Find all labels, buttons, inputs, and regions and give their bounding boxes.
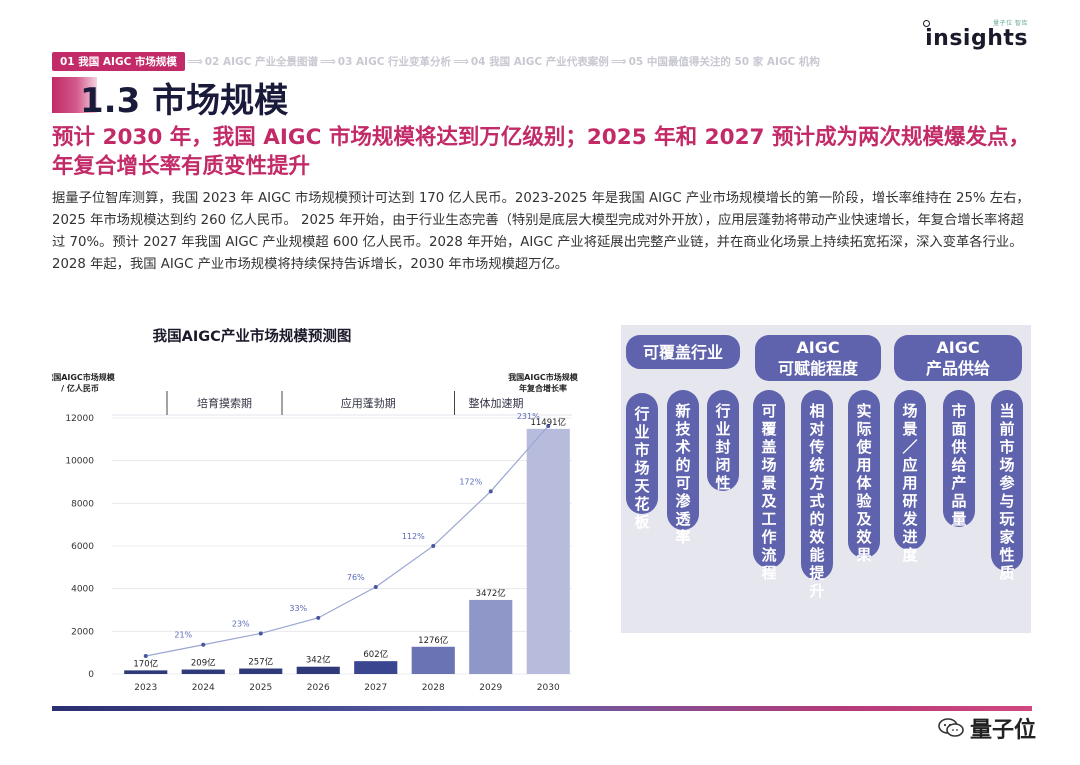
bar bbox=[239, 668, 283, 674]
y-tick-label: 0 bbox=[88, 670, 94, 680]
bar-value-label: 342亿 bbox=[306, 655, 331, 666]
bar-value-label: 257亿 bbox=[248, 657, 273, 668]
bar bbox=[354, 661, 398, 674]
logo-dot-icon bbox=[923, 20, 931, 27]
arrow-right-icon: ⟹ bbox=[453, 55, 469, 68]
panel-head-supply: AIGC 产品供给 bbox=[894, 335, 1022, 381]
phase-label: 应用蓬勃期 bbox=[341, 396, 396, 410]
factor-item: 场景／应用研发进度 bbox=[894, 390, 926, 564]
wechat-icon bbox=[938, 718, 964, 737]
factor-item: 当前市场参与玩家性质 bbox=[991, 390, 1023, 582]
growth-rate-label: 23% bbox=[232, 619, 250, 628]
bar-value-label: 11491亿 bbox=[530, 417, 566, 428]
panel-head-industry: 可覆盖行业 bbox=[626, 335, 740, 369]
y-tick-label: 4000 bbox=[71, 585, 94, 595]
x-tick-label: 2024 bbox=[192, 683, 215, 693]
bar-value-label: 170亿 bbox=[133, 658, 158, 669]
growth-rate-label: 76% bbox=[347, 573, 365, 582]
growth-rate-label: 112% bbox=[402, 532, 425, 541]
bar-value-label: 3472亿 bbox=[476, 588, 506, 599]
growth-rate-label: 33% bbox=[289, 604, 307, 613]
y-tick-label: 10000 bbox=[65, 457, 94, 467]
title-accent-bar bbox=[52, 77, 97, 113]
panel-head-label: 产品供给 bbox=[925, 359, 990, 378]
bar-value-label: 209亿 bbox=[191, 658, 216, 669]
growth-point bbox=[488, 489, 493, 494]
market-size-chart: 我国AIGC产业市场规模预测图 我国AIGC市场规模 / 亿人民币 我国AIGC… bbox=[45, 320, 612, 705]
bar-value-label: 1276亿 bbox=[418, 635, 448, 646]
factor-item: 行业市场天花板 bbox=[626, 393, 658, 531]
y-tick-label: 2000 bbox=[71, 627, 94, 637]
x-tick-label: 2029 bbox=[479, 683, 502, 693]
growth-point bbox=[546, 424, 551, 428]
chart-svg: 我国AIGC产业市场规模预测图 我国AIGC市场规模 / 亿人民币 我国AIGC… bbox=[45, 327, 579, 693]
growth-point bbox=[316, 615, 321, 620]
x-tick-label: 2026 bbox=[307, 683, 330, 693]
bar bbox=[124, 670, 168, 674]
footer-brand: 量子位 bbox=[938, 712, 1036, 744]
factor-panel: 可覆盖行业 AIGC 可赋能程度 AIGC 产品供给 行业市场天花板 新技术的可… bbox=[621, 325, 1031, 633]
bar bbox=[469, 599, 513, 674]
page-title: 1.3 市场规模 bbox=[80, 81, 289, 121]
growth-point bbox=[143, 654, 148, 658]
y-axis-label-unit: / 亿人民币 bbox=[61, 383, 99, 393]
arrow-right-icon: ⟹ bbox=[186, 55, 203, 68]
logo-text: insights bbox=[923, 20, 1028, 51]
growth-point bbox=[373, 584, 378, 589]
x-tick-label: 2025 bbox=[249, 683, 272, 693]
arrow-right-icon: ⟹ bbox=[610, 55, 627, 68]
growth-point bbox=[431, 543, 436, 548]
breadcrumb: 01 我国 AIGC 市场规模 ⟹ 02 AIGC 产业全景图谱 ⟹ 03 AI… bbox=[52, 52, 820, 71]
x-tick-label: 2030 bbox=[537, 683, 560, 693]
breadcrumb-item[interactable]: 02 AIGC 产业全景图谱 bbox=[204, 56, 318, 68]
panel-head-label: AIGC bbox=[796, 338, 840, 357]
x-tick-label: 2028 bbox=[422, 683, 445, 693]
breadcrumb-item[interactable]: 03 AIGC 行业变革分析 bbox=[337, 56, 452, 68]
y-tick-label: 6000 bbox=[71, 542, 94, 552]
growth-rate-label: 172% bbox=[459, 477, 482, 486]
bar bbox=[181, 669, 225, 674]
bar bbox=[411, 646, 455, 674]
phase-label: 培育摸索期 bbox=[197, 396, 252, 410]
section-title: 1.3 市场规模 bbox=[52, 73, 312, 121]
growth-line bbox=[145, 425, 549, 657]
footer-brand-text: 量子位 bbox=[969, 718, 1036, 743]
factor-item: 市面供给产品量 bbox=[943, 390, 975, 528]
body-paragraph: 据量子位智库测算，我国 2023 年 AIGC 市场规模预计可达到 170 亿人… bbox=[52, 191, 1030, 272]
bar-value-label: 602亿 bbox=[363, 649, 388, 660]
growth-rate-label: 231% bbox=[517, 412, 540, 421]
breadcrumb-item[interactable]: 05 中国最值得关注的 50 家 AIGC 机构 bbox=[628, 56, 820, 68]
logo-word: insights bbox=[925, 26, 1028, 51]
factor-item: 行业封闭性 bbox=[707, 390, 739, 492]
headline: 预计 2030 年，我国 AIGC 市场规模将达到万亿级别；2025 年和 20… bbox=[52, 125, 1030, 179]
panel-head-label: 可覆盖行业 bbox=[642, 342, 723, 362]
panel-head-label: AIGC bbox=[936, 338, 980, 357]
phase-label: 整体加速期 bbox=[469, 396, 524, 410]
bar bbox=[526, 428, 570, 674]
y-tick-label: 8000 bbox=[71, 499, 94, 509]
growth-rate-label: 21% bbox=[174, 631, 192, 640]
factor-item: 新技术的可渗透率 bbox=[667, 390, 699, 546]
growth-point bbox=[201, 642, 206, 647]
breadcrumb-item[interactable]: 04 我国 AIGC 产业代表案例 bbox=[470, 56, 609, 68]
y-tick-label: 12000 bbox=[65, 414, 94, 424]
factor-item: 实际使用体验及效果 bbox=[848, 390, 880, 564]
panel-head-empower: AIGC 可赋能程度 bbox=[755, 335, 881, 381]
y2-axis-label: 我国AIGC市场规模 bbox=[508, 372, 579, 382]
x-tick-label: 2027 bbox=[364, 683, 387, 693]
growth-point bbox=[258, 631, 263, 636]
insights-logo: 量子位 智库 insights bbox=[923, 18, 1028, 51]
arrow-right-icon: ⟹ bbox=[320, 55, 336, 68]
bottom-divider bbox=[52, 706, 1032, 711]
factor-item: 相对传统方式的效能提升 bbox=[801, 390, 833, 600]
bar bbox=[296, 666, 340, 674]
panel-head-label: 可赋能程度 bbox=[777, 359, 858, 378]
factor-item: 可覆盖场景及工作流程 bbox=[753, 390, 785, 582]
x-tick-label: 2023 bbox=[134, 683, 157, 693]
breadcrumb-active[interactable]: 01 我国 AIGC 市场规模 bbox=[52, 52, 185, 71]
logo-subtitle: 量子位 智库 bbox=[993, 20, 1028, 27]
chart-title: 我国AIGC产业市场规模预测图 bbox=[153, 327, 352, 345]
y-axis-label: 我国AIGC市场规模 bbox=[52, 372, 116, 382]
y2-axis-label-rate: 年复合增长率 bbox=[519, 383, 567, 393]
